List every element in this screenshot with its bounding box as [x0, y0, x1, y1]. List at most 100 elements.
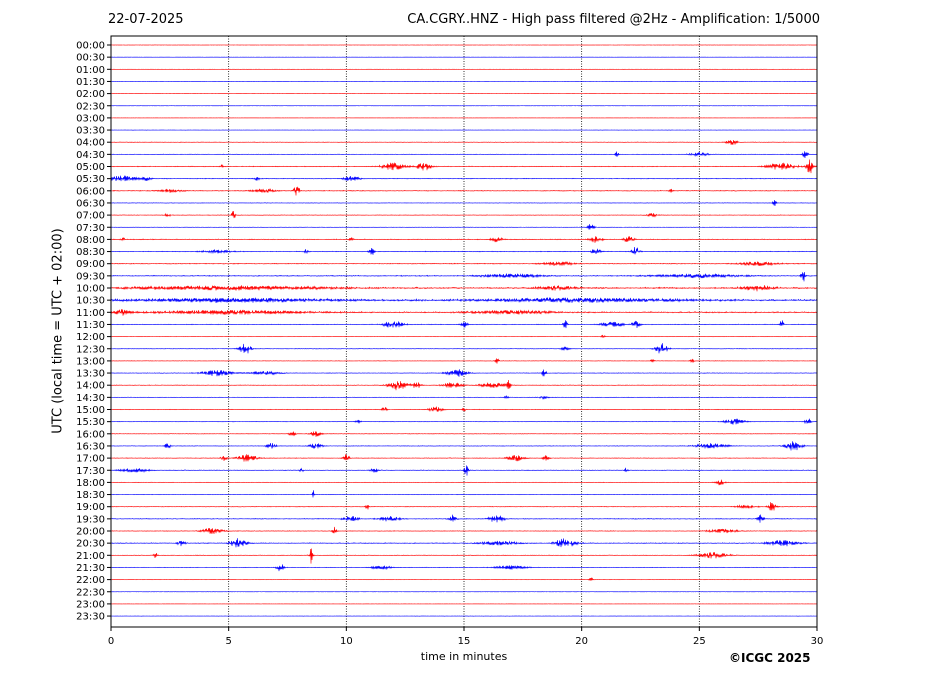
trace-2000	[110, 526, 818, 535]
y-tick-label: 04:30	[76, 150, 105, 161]
trace-1900	[110, 502, 818, 511]
y-tick-label: 21:00	[76, 551, 105, 562]
trace-0530	[110, 175, 818, 182]
x-tick-label: 10	[340, 636, 353, 647]
y-tick-label: 03:00	[76, 113, 105, 124]
y-tick-label: 09:30	[76, 271, 105, 282]
trace-1630	[110, 441, 818, 451]
y-tick-label: 10:00	[76, 284, 105, 295]
y-tick-label: 01:00	[76, 65, 105, 76]
y-tick-label: 16:30	[76, 441, 105, 452]
y-tick-label: 14:30	[76, 393, 105, 404]
trace-2100	[110, 548, 818, 564]
trace-0600	[110, 186, 818, 196]
x-axis-ticks: 0 5 10 15 20 25 30	[108, 627, 824, 647]
y-tick-label: 13:00	[76, 356, 105, 367]
trace-1930	[110, 514, 818, 523]
y-tick-label: 07:00	[76, 211, 105, 222]
trace-1330	[110, 369, 818, 377]
trace-1500	[110, 406, 818, 413]
trace-1430	[110, 394, 818, 400]
trace-0630	[110, 199, 818, 206]
trace-1700	[110, 454, 818, 462]
trace-1300	[110, 358, 818, 364]
y-tick-label: 05:00	[76, 162, 105, 173]
trace-0500	[110, 159, 818, 174]
y-tick-label: 20:30	[76, 539, 105, 550]
y-tick-label: 04:00	[76, 138, 105, 149]
trace-lines	[110, 44, 818, 617]
trace-1230	[110, 343, 818, 354]
x-tick-label: 5	[225, 636, 231, 647]
header-date: 22-07-2025	[108, 12, 184, 27]
trace-1200	[110, 334, 818, 338]
y-tick-label: 15:30	[76, 417, 105, 428]
y-tick-label: 19:00	[76, 502, 105, 513]
trace-2030	[110, 538, 818, 548]
y-tick-label: 15:00	[76, 405, 105, 416]
y-tick-label: 23:30	[76, 612, 105, 623]
x-tick-label: 25	[693, 636, 706, 647]
y-tick-label: 16:00	[76, 429, 105, 440]
trace-1830	[110, 490, 818, 498]
vertical-grid	[228, 36, 700, 627]
trace-1130	[110, 320, 818, 329]
x-axis-label: time in minutes	[420, 650, 508, 663]
y-tick-label: 00:00	[76, 41, 105, 52]
chart-title: CA.CGRY..HNZ - High pass filtered @2Hz -…	[407, 12, 820, 27]
trace-1730	[110, 465, 818, 476]
y-tick-label: 13:30	[76, 369, 105, 380]
y-tick-label: 17:30	[76, 466, 105, 477]
trace-0400	[110, 140, 818, 145]
y-tick-label: 17:00	[76, 454, 105, 465]
y-tick-label: 12:30	[76, 344, 105, 355]
trace-0900	[110, 261, 818, 267]
trace-2200	[110, 577, 818, 581]
y-tick-label: 22:00	[76, 575, 105, 586]
y-tick-label: 18:00	[76, 478, 105, 489]
y-tick-label: 18:30	[76, 490, 105, 501]
y-tick-label: 11:00	[76, 308, 105, 319]
trace-0830	[110, 247, 818, 255]
y-tick-label: 02:30	[76, 101, 105, 112]
y-tick-label: 19:30	[76, 514, 105, 525]
y-tick-label: 03:30	[76, 126, 105, 137]
y-tick-label: 14:00	[76, 381, 105, 392]
trace-1400	[110, 380, 818, 391]
trace-1800	[110, 479, 818, 486]
y-tick-label: 07:30	[76, 223, 105, 234]
y-tick-label: 01:30	[76, 77, 105, 88]
plot-frame	[110, 35, 818, 628]
y-tick-label: 00:30	[76, 53, 105, 64]
y-tick-label: 05:30	[76, 174, 105, 185]
trace-0730	[110, 224, 818, 230]
x-tick-label: 0	[108, 636, 114, 647]
x-tick-label: 20	[575, 636, 588, 647]
x-tick-label: 30	[811, 636, 824, 647]
y-tick-label: 20:00	[76, 527, 105, 538]
y-tick-label: 08:00	[76, 235, 105, 246]
trace-1100	[110, 309, 818, 316]
copyright-text: ©ICGC 2025	[729, 651, 811, 665]
y-tick-label: 21:30	[76, 563, 105, 574]
y-tick-label: 02:00	[76, 89, 105, 100]
trace-0700	[110, 211, 818, 219]
y-tick-label: 23:00	[76, 599, 105, 610]
trace-0800	[110, 236, 818, 243]
trace-2130	[110, 564, 818, 572]
trace-0430	[110, 151, 818, 159]
y-tick-label: 08:30	[76, 247, 105, 258]
y-tick-label: 06:30	[76, 198, 105, 209]
y-tick-label: 12:00	[76, 332, 105, 343]
trace-1600	[110, 431, 818, 437]
trace-1530	[110, 418, 818, 425]
y-tick-label: 06:00	[76, 186, 105, 197]
trace-1000	[110, 285, 818, 292]
y-tick-label: 10:30	[76, 296, 105, 307]
trace-1030	[110, 297, 818, 304]
x-tick-label: 15	[458, 636, 471, 647]
y-tick-label: 09:00	[76, 259, 105, 270]
trace-0930	[110, 272, 818, 282]
